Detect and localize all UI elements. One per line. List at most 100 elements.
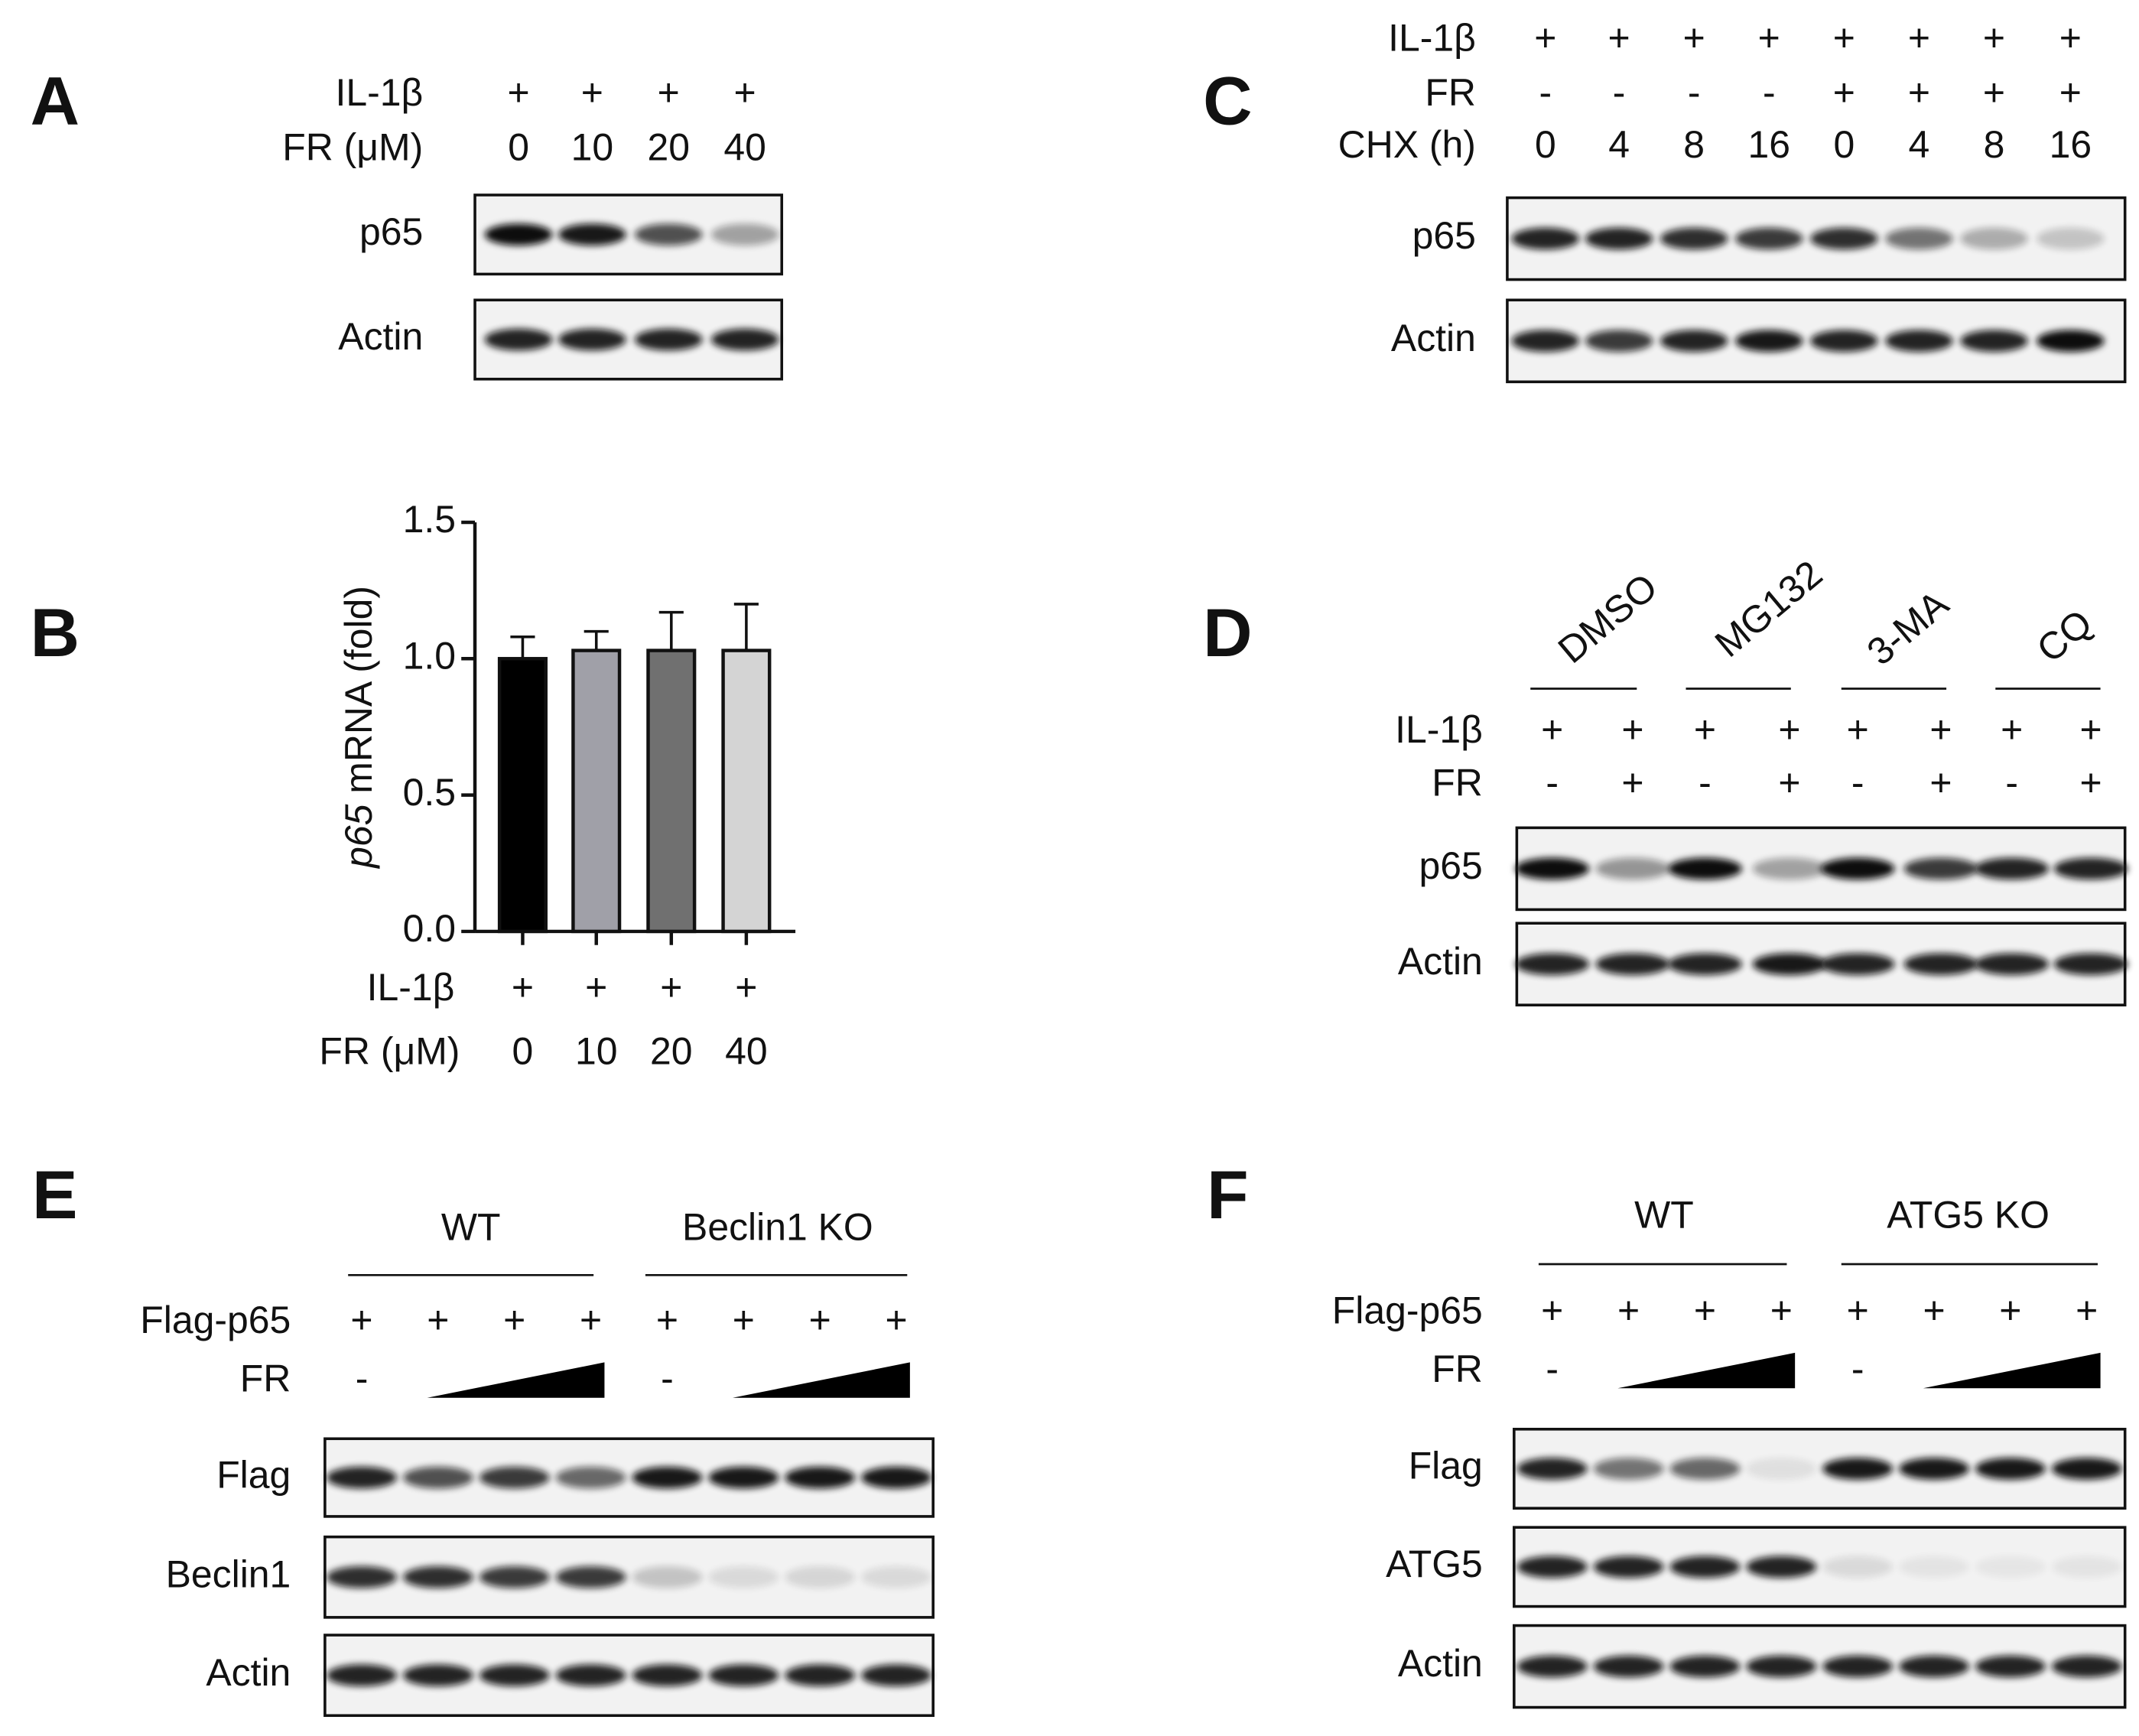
band — [2051, 1556, 2122, 1578]
band — [327, 1565, 397, 1588]
condition-value: + — [809, 1299, 831, 1341]
band — [479, 1565, 550, 1588]
condition-name: IL-1β — [367, 966, 455, 1009]
band — [1593, 1655, 1664, 1678]
band — [708, 1664, 779, 1686]
band — [558, 328, 626, 351]
band — [1585, 227, 1653, 250]
condition-value: + — [1621, 761, 1643, 804]
condition-value: 16 — [1748, 123, 1791, 166]
condition-value: + — [1923, 1289, 1945, 1331]
condition-value: - — [1851, 761, 1864, 804]
bar — [721, 649, 772, 934]
x-tick-label: 10 — [575, 1030, 618, 1073]
band — [1746, 1655, 1817, 1678]
band — [1903, 857, 1978, 880]
condition-value: + — [885, 1299, 907, 1341]
y-axis-label: p65 mRNA (fold) — [337, 586, 380, 870]
band — [402, 1466, 473, 1489]
condition-value: + — [2059, 17, 2082, 60]
condition-name: FR — [1432, 1348, 1483, 1390]
condition-value: + — [1608, 17, 1630, 60]
band — [327, 1664, 397, 1686]
fr-wedge — [427, 1362, 605, 1398]
band — [1746, 1556, 1817, 1578]
band — [1746, 1458, 1817, 1480]
band — [708, 1466, 779, 1489]
band — [484, 223, 553, 245]
band — [1515, 857, 1590, 880]
condition-value: 0 — [508, 125, 529, 168]
blot-label: p65 — [359, 210, 423, 253]
condition-value: + — [1983, 71, 2005, 114]
band — [2037, 330, 2105, 353]
blot-label: Beclin1 — [166, 1552, 291, 1595]
band — [708, 1565, 779, 1588]
condition-value: 20 — [647, 125, 690, 168]
blot-label: Flag — [216, 1453, 291, 1496]
condition-value: 0 — [1535, 123, 1556, 166]
band — [632, 1664, 703, 1686]
condition-value: + — [1929, 708, 1952, 751]
band — [1820, 953, 1895, 975]
band — [861, 1664, 931, 1686]
condition-value: - — [1699, 761, 1712, 804]
band — [1752, 953, 1827, 975]
band — [1899, 1556, 1969, 1578]
band — [1960, 227, 2028, 250]
condition-value: - — [1851, 1348, 1864, 1390]
band — [402, 1565, 473, 1588]
y-tick-label: 0.0 — [403, 907, 456, 950]
condition-value: - — [1688, 71, 1701, 114]
fr-wedge — [1923, 1352, 2101, 1389]
panel-label: C — [1203, 63, 1252, 139]
band — [1903, 953, 1978, 975]
band — [1593, 1458, 1664, 1480]
band — [1810, 330, 1878, 353]
condition-value: - — [356, 1357, 369, 1400]
condition-value: - — [661, 1357, 674, 1400]
band — [1593, 1556, 1664, 1578]
band — [1511, 330, 1580, 353]
condition-value: + — [2076, 1289, 2098, 1331]
band — [632, 1565, 703, 1588]
band — [861, 1466, 931, 1489]
band — [1820, 857, 1895, 880]
group-label: Beclin1 KO — [682, 1206, 873, 1249]
band — [2053, 857, 2128, 880]
fr-wedge — [1617, 1352, 1796, 1389]
band — [1668, 857, 1742, 880]
group-label: CQ — [2029, 601, 2100, 671]
condition-value: + — [585, 966, 607, 1009]
condition-value: + — [1833, 71, 1855, 114]
panel-label: A — [31, 63, 80, 139]
condition-value: + — [2001, 708, 2023, 751]
band — [861, 1565, 931, 1588]
condition-value: + — [1541, 1289, 1563, 1331]
band — [555, 1466, 626, 1489]
y-tick-label: 1.0 — [403, 634, 456, 677]
group-label: MG132 — [1707, 552, 1830, 665]
band — [1899, 1458, 1969, 1480]
condition-value: 4 — [1608, 123, 1630, 166]
group-label: WT — [441, 1206, 501, 1249]
condition-name: Flag-p65 — [140, 1299, 291, 1341]
bar — [571, 649, 622, 934]
condition-value: + — [1983, 17, 2005, 60]
condition-name: CHX (h) — [1338, 123, 1476, 166]
band — [1885, 330, 1953, 353]
band — [479, 1466, 550, 1489]
band — [1516, 1458, 1588, 1480]
band — [1660, 227, 1728, 250]
band — [1595, 857, 1670, 880]
band — [1734, 227, 1803, 250]
band — [2051, 1655, 2122, 1678]
band — [710, 328, 779, 351]
bar — [646, 649, 697, 934]
condition-value: + — [1908, 17, 1930, 60]
condition-value: - — [2005, 761, 2018, 804]
band — [1975, 857, 2050, 880]
band — [484, 328, 553, 351]
group-label: ATG5 KO — [1887, 1194, 2050, 1237]
